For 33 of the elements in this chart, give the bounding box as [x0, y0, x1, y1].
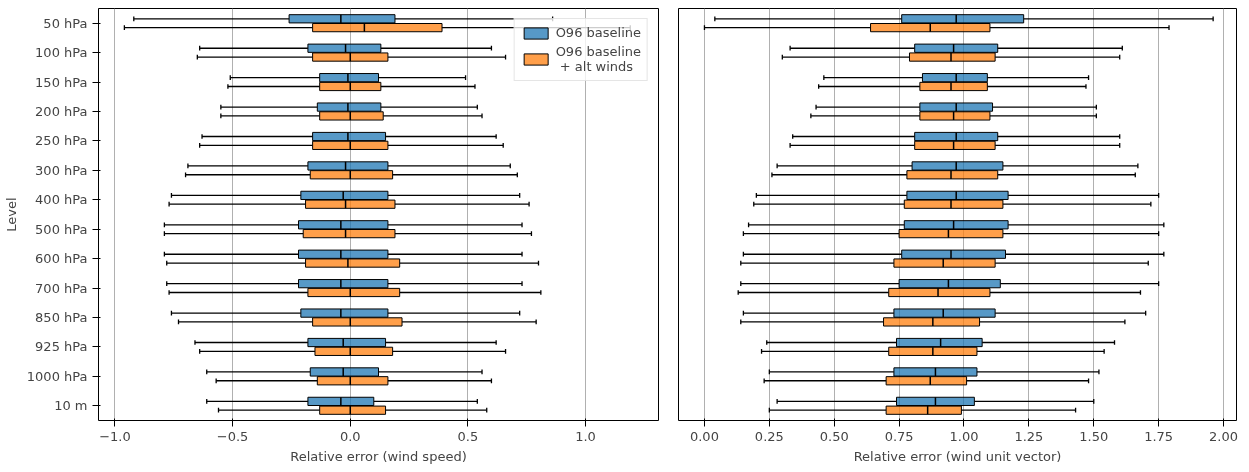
y-tick-label: 600 hPa — [35, 251, 88, 267]
x-tick-label: −1.0 — [99, 428, 131, 444]
y-tick-label: 300 hPa — [35, 162, 88, 178]
x-tick-label: 1.25 — [1014, 428, 1044, 444]
y-tick-label: 400 hPa — [35, 192, 88, 208]
y-tick-label: 500 hPa — [35, 221, 88, 237]
x-tick-label: 1.0 — [575, 428, 596, 444]
x-tick-label: 0.50 — [819, 428, 849, 444]
x-axis-title: Relative error (wind speed) — [290, 448, 467, 464]
y-tick-label: 100 hPa — [35, 45, 88, 61]
y-tick-label: 200 hPa — [35, 104, 88, 119]
x-tick-label: 1.50 — [1079, 428, 1109, 444]
x-tick-label: 0.0 — [339, 428, 361, 444]
y-tick-label: 150 hPa — [35, 74, 88, 90]
y-tick-label: 700 hPa — [35, 280, 88, 296]
x-tick-label: 1.75 — [1144, 428, 1174, 444]
x-tick-label: 0.5 — [457, 428, 479, 444]
x-tick-label: 0.75 — [884, 428, 914, 444]
x-tick-label: 1.00 — [949, 428, 979, 444]
x-axis-title: Relative error (wind unit vector) — [853, 448, 1062, 464]
y-tick-label: 1000 hPa — [26, 368, 88, 384]
legend-label: O96 baseline + alt winds — [555, 44, 641, 74]
x-tick-label: 0.25 — [754, 428, 784, 444]
y-tick-label: 250 hPa — [35, 133, 88, 149]
y-tick-label: 50 hPa — [43, 15, 88, 31]
y-tick-label: 10 m — [54, 398, 88, 414]
y-tick-label: 850 hPa — [35, 310, 88, 325]
y-axis-title: Level — [3, 197, 19, 232]
x-tick-label: 2.00 — [1209, 428, 1238, 444]
x-tick-label: −0.5 — [216, 428, 249, 444]
legend-label: O96 baseline — [555, 25, 641, 40]
y-tick-label: 925 hPa — [35, 339, 88, 355]
x-tick-label: 0.00 — [689, 428, 719, 444]
